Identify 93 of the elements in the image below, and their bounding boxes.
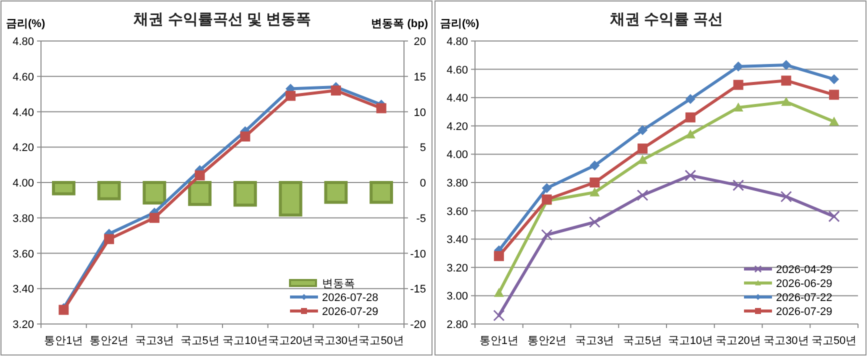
point <box>685 112 696 122</box>
y-tick-label: 4.20 <box>446 120 468 133</box>
x-tick-label: 국고50년 <box>358 335 404 347</box>
point <box>588 216 600 228</box>
chart-title: 채권 수익률 곡선 <box>608 11 724 28</box>
point <box>240 132 250 142</box>
x-tick-label: 통안1년 <box>479 335 518 347</box>
point <box>780 190 792 202</box>
point <box>638 125 648 136</box>
y-tick-label: 3.80 <box>12 212 34 225</box>
y2-tick-label: 10 <box>414 106 426 119</box>
point <box>732 180 744 192</box>
legend-label: 2026-06-29 <box>776 278 832 290</box>
y2-tick-label: 0 <box>420 178 426 190</box>
point <box>828 210 840 222</box>
point <box>590 160 600 171</box>
point <box>781 60 792 70</box>
y2-tick-label: -10 <box>410 248 426 260</box>
chart-title: 채권 수익률곡선 및 변동폭 <box>132 11 312 28</box>
x-tick-label: 국고20년 <box>268 335 314 347</box>
point <box>781 76 792 86</box>
y-tick-label: 3.20 <box>446 262 468 274</box>
x-tick-label: 국고3년 <box>575 335 614 347</box>
x-tick-label: 국고50년 <box>811 335 857 347</box>
y-tick-label: 3.60 <box>446 206 468 218</box>
point <box>829 74 840 84</box>
point <box>684 170 696 182</box>
y-tick-label: 4.80 <box>446 36 468 48</box>
y-tick-label: 3.60 <box>12 248 34 260</box>
y2-tick-label: 15 <box>414 71 426 84</box>
point <box>829 116 840 126</box>
point <box>286 90 296 101</box>
legend-label: 2026-07-29 <box>322 306 378 318</box>
point <box>149 212 160 223</box>
x-tick-label: 국고20년 <box>716 335 761 347</box>
y-tick-label: 3.20 <box>12 319 34 331</box>
legend-label: 2026-07-29 <box>776 306 832 318</box>
y-axis-title: 금리(%) <box>440 18 480 30</box>
y2-tick-label: -15 <box>410 284 426 296</box>
point <box>733 61 744 72</box>
y-tick-label: 3.80 <box>446 178 468 190</box>
x-tick-label: 국고10년 <box>668 335 714 347</box>
x-tick-label: 통안2년 <box>90 335 129 347</box>
y-tick-label: 4.60 <box>446 64 468 76</box>
point <box>590 187 600 196</box>
legend-label: 2026-07-22 <box>776 292 832 304</box>
point <box>541 229 553 241</box>
y-tick-label: 3.40 <box>446 234 468 246</box>
point <box>494 251 504 262</box>
x-tick-label: 통안2년 <box>527 335 566 347</box>
y-tick-label: 4.00 <box>446 149 468 162</box>
y-tick-label: 3.00 <box>446 290 468 303</box>
legend-label: 2026-04-29 <box>776 264 832 276</box>
point <box>542 183 552 194</box>
point <box>781 96 792 106</box>
legend-label: 2026-07-28 <box>322 292 378 304</box>
y-tick-label: 4.60 <box>12 71 34 84</box>
point <box>733 102 744 112</box>
point <box>104 234 114 244</box>
x-tick-label: 국고10년 <box>222 335 268 347</box>
x-tick-label: 국고5년 <box>180 335 220 347</box>
x-tick-label: 국고30년 <box>313 335 359 347</box>
y2-tick-label: 5 <box>420 142 426 154</box>
point <box>494 288 504 297</box>
point <box>636 189 648 201</box>
y-tick-label: 4.20 <box>12 142 34 154</box>
point <box>638 144 648 154</box>
legend-label: 변동폭 <box>322 278 355 290</box>
point <box>638 154 648 164</box>
y2-axis-title: 변동폭 (bp) <box>371 18 428 30</box>
point <box>493 310 505 322</box>
y-axis-title: 금리(%) <box>6 18 46 30</box>
y-tick-label: 4.40 <box>12 106 34 119</box>
point <box>194 170 205 180</box>
y-tick-label: 4.40 <box>446 92 468 105</box>
y2-tick-label: 20 <box>414 36 426 48</box>
x-tick-label: 국고3년 <box>134 335 174 347</box>
point <box>733 80 744 90</box>
point <box>685 129 696 138</box>
point <box>829 90 840 100</box>
y2-tick-label: -5 <box>416 212 426 225</box>
x-tick-label: 국고30년 <box>764 335 809 347</box>
point <box>330 86 341 96</box>
x-tick-label: 국고5년 <box>623 335 662 347</box>
point <box>590 178 600 188</box>
x-tick-label: 통안1년 <box>44 335 84 347</box>
y-tick-label: 3.40 <box>12 284 34 296</box>
y-tick-label: 4.80 <box>12 36 34 48</box>
y2-tick-label: -20 <box>410 319 426 331</box>
y-tick-label: 2.80 <box>446 319 468 331</box>
point <box>376 103 386 114</box>
point <box>685 94 696 104</box>
y-tick-label: 4.00 <box>12 178 34 190</box>
